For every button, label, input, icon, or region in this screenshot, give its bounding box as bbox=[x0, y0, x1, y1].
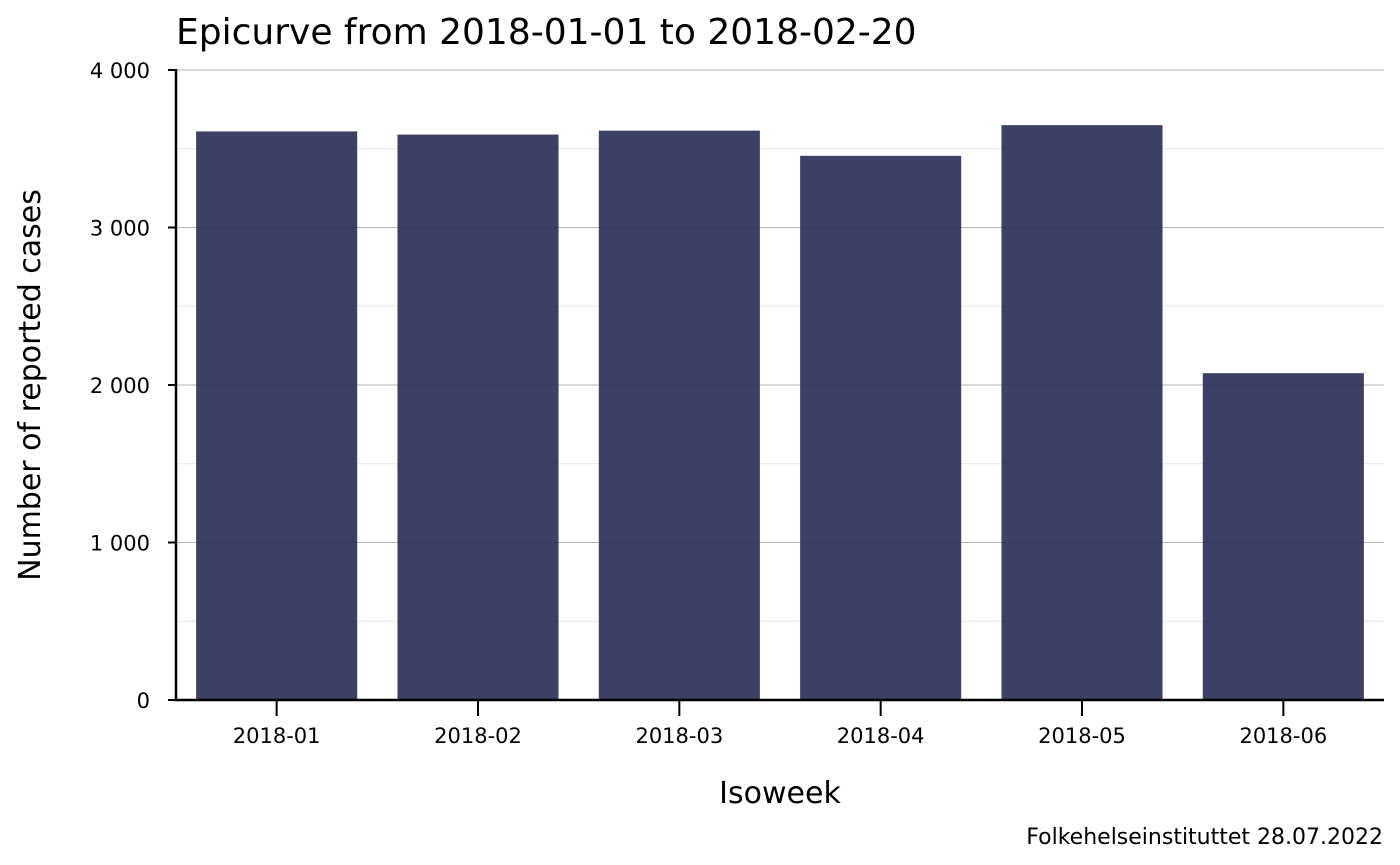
x-tick-label: 2018-03 bbox=[635, 724, 723, 748]
chart-title: Epicurve from 2018-01-01 to 2018-02-20 bbox=[176, 12, 917, 53]
x-axis-ticks: 2018-01 2018-02 2018-03 2018-04 2018-05 2018-… bbox=[233, 700, 1327, 748]
caption: Folkehelseinstituttet 28.07.2022 bbox=[1026, 825, 1383, 850]
x-tick-label: 2018-04 bbox=[837, 724, 925, 748]
x-tick-label: 2018-02 bbox=[434, 724, 522, 748]
bar-2018-01 bbox=[196, 131, 358, 701]
y-tick-label: 2 000 bbox=[90, 374, 150, 398]
x-tick-label: 2018-06 bbox=[1239, 724, 1327, 748]
bar-2018-05 bbox=[1001, 125, 1163, 700]
x-tick-label: 2018-05 bbox=[1038, 724, 1126, 748]
bar-2018-03 bbox=[598, 130, 760, 700]
bar-2018-06 bbox=[1202, 373, 1364, 700]
gridlines bbox=[176, 69, 1384, 622]
y-tick-label: 1 000 bbox=[90, 532, 150, 556]
bar-2018-04 bbox=[800, 155, 962, 700]
bars bbox=[196, 125, 1364, 701]
y-axis-ticks: 0 1 000 2 000 3 000 4 000 bbox=[90, 59, 176, 713]
bar-2018-02 bbox=[397, 134, 559, 700]
y-axis-title: Number of reported cases bbox=[13, 189, 48, 581]
y-tick-label: 4 000 bbox=[90, 59, 150, 83]
y-tick-label: 0 bbox=[137, 689, 150, 713]
y-tick-label: 3 000 bbox=[90, 217, 150, 241]
x-axis-title: Isoweek bbox=[719, 776, 841, 811]
x-tick-label: 2018-01 bbox=[233, 724, 321, 748]
